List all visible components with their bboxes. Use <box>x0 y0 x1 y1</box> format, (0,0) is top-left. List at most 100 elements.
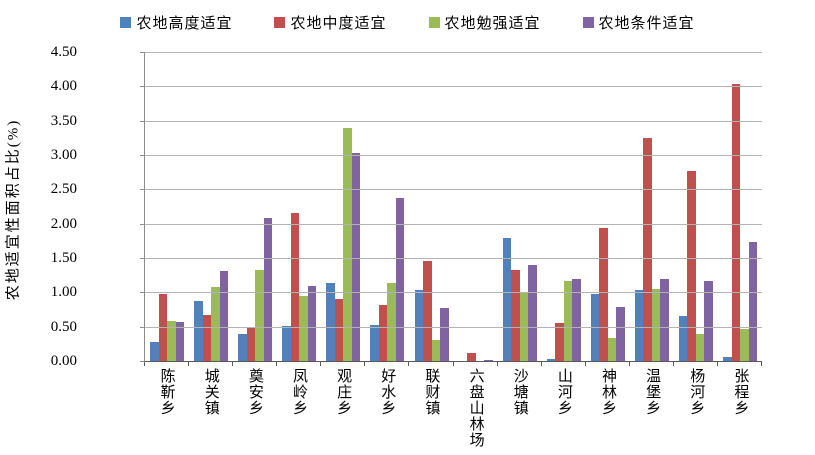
x-tick-mark <box>628 362 630 366</box>
x-tick-label: 联财镇 <box>423 368 440 416</box>
x-tick-label: 好水乡 <box>379 368 396 416</box>
bar-group <box>498 52 542 361</box>
y-tick-label: 2.50 <box>50 181 77 198</box>
bar <box>150 341 159 361</box>
bar <box>343 128 352 361</box>
bar <box>299 295 308 361</box>
x-tick-label: 城关镇 <box>202 368 219 416</box>
bar-group <box>145 52 189 361</box>
bar <box>599 227 608 361</box>
bar-group <box>233 52 277 361</box>
y-tick-label: 1.50 <box>50 250 77 267</box>
y-tick-label: 1.00 <box>50 284 77 301</box>
bar-groups <box>145 52 762 361</box>
bar <box>211 286 220 361</box>
x-tick-label: 杨河乡 <box>688 368 705 416</box>
y-tick-mark <box>140 258 145 260</box>
y-tick-mark <box>140 326 145 328</box>
bar-group <box>630 52 674 361</box>
x-tick-label: 沙塘镇 <box>511 368 528 416</box>
x-tick-mark <box>276 362 278 366</box>
bar <box>238 334 247 361</box>
bar <box>167 321 176 361</box>
x-tick-label: 温堡乡 <box>644 368 661 416</box>
bar <box>695 334 705 361</box>
legend-label: 农地中度适宜 <box>290 16 387 32</box>
y-tick-label: 0.00 <box>50 353 77 369</box>
x-tick-mark <box>144 362 145 366</box>
legend-label: 农地高度适宜 <box>136 16 233 32</box>
bar <box>572 279 581 361</box>
x-tick-mark <box>452 362 454 366</box>
legend-swatch-icon <box>428 17 440 28</box>
gridline <box>145 86 762 88</box>
bar <box>395 197 405 361</box>
bar <box>263 217 273 361</box>
x-tick-label: 奠安乡 <box>246 368 263 416</box>
bar-group <box>365 52 409 361</box>
x-tick-mark <box>540 362 542 366</box>
bar <box>440 308 449 361</box>
bar-group <box>674 52 718 361</box>
bar-group <box>454 52 498 361</box>
x-tick-label: 六盘山林场 <box>467 368 484 448</box>
x-tick-mark <box>364 362 366 366</box>
bar <box>616 306 625 361</box>
y-tick-mark <box>140 361 145 362</box>
legend-item: 农地条件适宜 <box>582 12 695 33</box>
x-tick-mark <box>232 362 234 366</box>
y-tick-mark <box>140 120 145 122</box>
x-tick-mark <box>672 362 674 366</box>
bar <box>502 238 512 361</box>
bar <box>423 261 432 361</box>
y-tick-mark <box>140 155 145 157</box>
legend-swatch-icon <box>274 17 286 28</box>
bar <box>555 322 564 361</box>
gridline <box>145 52 762 53</box>
y-tick-mark <box>140 189 145 191</box>
x-tick-label: 陈靳乡 <box>158 368 175 416</box>
x-tick-mark <box>320 362 322 366</box>
bar <box>651 288 661 361</box>
bar <box>307 286 317 361</box>
bar-group <box>277 52 321 361</box>
bar <box>748 241 758 361</box>
bar <box>326 282 335 361</box>
gridline <box>145 326 762 328</box>
x-tick-label: 神林乡 <box>600 368 616 416</box>
bar <box>660 279 669 361</box>
x-tick-mark <box>716 362 718 366</box>
bar <box>246 328 256 361</box>
bar <box>467 353 476 361</box>
legend-swatch-icon <box>120 17 132 28</box>
legend-item: 农地勉强适宜 <box>428 12 541 33</box>
bar <box>546 358 556 361</box>
x-tick-label: 张程乡 <box>732 368 749 416</box>
legend-item: 农地中度适宜 <box>274 12 386 33</box>
x-tick-mark <box>188 362 190 366</box>
x-tick-mark <box>496 362 498 366</box>
gridline <box>145 258 762 260</box>
legend-label: 农地勉强适宜 <box>444 16 541 32</box>
legend-item: 农地高度适宜 <box>120 12 232 33</box>
y-tick-mark <box>140 223 145 225</box>
legend-swatch-icon <box>582 17 594 28</box>
bar <box>387 282 396 361</box>
y-tick-label: 3.50 <box>50 112 77 129</box>
y-tick-label: 2.00 <box>50 215 77 232</box>
y-tick-mark <box>140 292 145 294</box>
bar <box>219 271 229 361</box>
bar <box>158 294 168 361</box>
bar-group <box>718 52 762 361</box>
legend: 农地高度适宜 农地中度适宜 农地勉强适宜 农地条件适宜 <box>0 12 815 33</box>
y-tick-label: 4.50 <box>50 44 77 60</box>
x-tick-label: 凤岭乡 <box>291 368 307 416</box>
bar-group <box>409 52 453 361</box>
bar-group <box>189 52 233 361</box>
bar <box>175 321 185 361</box>
gridline <box>145 189 762 191</box>
bar <box>414 290 423 361</box>
y-tick-label: 4.00 <box>50 78 77 95</box>
y-tick-label: 0.50 <box>50 318 77 335</box>
plot-area: 0.00 0.50 1.00 1.50 2.00 2.50 3.00 3.50 4.00 4.50 <box>51 44 762 369</box>
